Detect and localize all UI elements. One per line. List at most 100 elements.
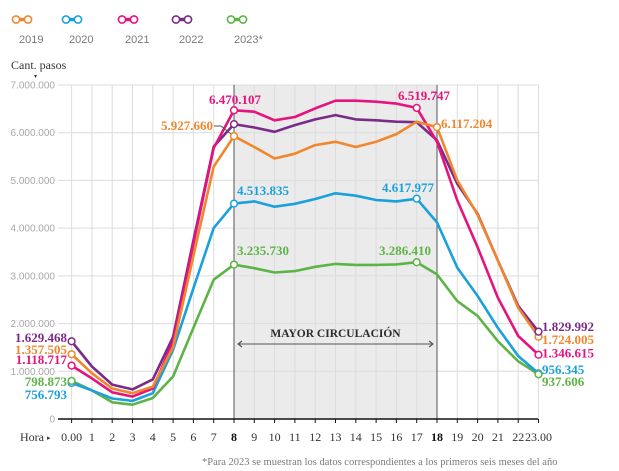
legend-item-2020: 2020: [61, 15, 93, 46]
x-tick-label: 18: [431, 430, 443, 444]
legend: 2019 2020 2021 2022 2023*: [11, 15, 263, 46]
legend-item-2019: 2019: [11, 15, 43, 46]
series-line-2023: [70, 260, 540, 407]
x-tick-label: 17: [411, 430, 423, 444]
data-label-2019-h23: 1.724.005: [542, 332, 595, 347]
point-marker-2021-h23: [534, 350, 543, 359]
x-tick-label: 5: [170, 430, 176, 444]
point-marker-2021-h8: [229, 106, 239, 115]
point-marker-2020-h8: [229, 199, 239, 208]
data-label-2022-h23: 1.829.992: [542, 319, 594, 334]
y-tick-label: 7.000.000: [11, 81, 56, 92]
x-tick-label: 8: [231, 430, 237, 444]
data-label-2019-h0: 1.357.505: [15, 342, 68, 357]
x-tick-label: 11: [289, 430, 301, 444]
y-tick-label: 5.000.000: [11, 176, 56, 187]
data-label-2023-h23: 937.606: [542, 374, 585, 389]
y-tick-label: 4.000.000: [11, 224, 56, 235]
x-tick-label: 13: [330, 430, 342, 444]
legend-circle-right: [183, 15, 193, 24]
data-label-2020-h23: 956.345: [542, 362, 585, 377]
x-tick-label: 19: [451, 430, 463, 444]
point-marker-2019-h0: [67, 350, 76, 359]
x-axis-title: Hora: [20, 430, 45, 444]
data-label-2021-h23: 1.346.615: [542, 346, 595, 361]
y-tick-label: 3.000.000: [11, 271, 56, 282]
point-marker-2023-h23: [534, 370, 543, 379]
data-label-2023-h17: 3.286.410: [379, 243, 431, 258]
data-label-2019-h8: 5.927.660: [161, 118, 213, 133]
series-line-2019: [70, 120, 540, 395]
data-label-2021-h17: 6.519.747: [398, 88, 451, 103]
point-marker-2019-h18: [432, 122, 442, 132]
point-marker-2021-h17: [412, 103, 421, 113]
legend-label: 2020: [69, 34, 93, 46]
point-marker-2022-h23: [534, 327, 543, 336]
x-tick-label: 23.00: [525, 430, 552, 444]
x-tick-label: 21: [492, 430, 504, 444]
legend-circle-left: [226, 15, 236, 24]
legend-circle-right: [23, 15, 33, 24]
legend-circle-left: [61, 15, 71, 24]
legend-line-marker-icon: [11, 15, 33, 24]
y-tick-label: 1.000.000: [11, 367, 56, 378]
point-marker-2019-h8: [229, 132, 239, 141]
double-arrow-icon: [237, 340, 434, 348]
x-tick-label: 3: [130, 430, 136, 444]
series-line-2020: [70, 192, 540, 403]
annotation-leader-line: [214, 125, 232, 135]
point-marker-2021-h0: [67, 361, 76, 370]
series-line-2021: [70, 99, 540, 398]
highlight-label: MAYOR CIRCULACIÓN: [270, 326, 401, 340]
legend-label: 2023*: [234, 34, 263, 46]
legend-circle-left: [117, 15, 127, 24]
point-marker-2023-h17: [412, 258, 421, 267]
legend-line-marker-icon: [171, 15, 193, 24]
data-label-2021-h8: 6.470.107: [209, 92, 262, 107]
plot-area: MAYOR CIRCULACIÓN 0 1.000.000 2.000.000 3.00…: [11, 81, 595, 445]
x-tick-label: 12: [309, 430, 321, 444]
x-tick-label: 22: [512, 430, 524, 444]
x-tick-label: 4: [150, 430, 156, 444]
x-tick-label: 2: [109, 430, 115, 444]
legend-item-2022: 2022: [171, 15, 203, 46]
legend-line-marker-icon: [61, 15, 83, 24]
x-tick-label: 15: [370, 430, 382, 444]
data-label-2020-h17: 4.617.977: [382, 180, 435, 195]
legend-circle-left: [171, 15, 181, 24]
legend-circle-right: [238, 15, 248, 24]
x-tick-label: 20: [472, 430, 484, 444]
data-label-2020-h8: 4.513.835: [237, 183, 290, 198]
y-axis-pointer-icon: ▾: [34, 74, 37, 80]
series-line-2022: [70, 113, 540, 391]
point-marker-2022-h8: [229, 119, 239, 129]
x-tick-label: 1: [89, 430, 95, 444]
legend-circle-left: [11, 15, 21, 24]
x-tick-label: 14: [350, 430, 362, 444]
x-tick-label: 6: [190, 430, 196, 444]
legend-label: 2019: [19, 34, 43, 46]
point-marker-2023-h0: [67, 376, 76, 386]
data-label-2023-h8: 3.235.730: [237, 243, 289, 258]
legend-line-marker-icon: [226, 15, 248, 24]
point-marker-2023-h8: [229, 260, 239, 269]
point-marker-2022-h0: [67, 337, 76, 346]
x-tick-label: 0.00: [61, 430, 82, 444]
point-marker-2020-h17: [412, 194, 421, 203]
data-label-2019-h18: 6.117.204: [441, 116, 493, 131]
legend-line-marker-icon: [117, 15, 139, 24]
footnote: *Para 2023 se muestran los datos corresp…: [202, 457, 557, 468]
data-label-2022-h0: 1.629.468: [15, 330, 68, 345]
data-label-2023-h0: 798.873: [25, 374, 68, 389]
x-axis-pointer-icon: ▸: [47, 434, 51, 442]
y-tick-label: 0: [49, 415, 55, 426]
legend-circle-right: [129, 15, 139, 24]
legend-label: 2022: [179, 34, 203, 46]
legend-item-2023: 2023*: [226, 15, 263, 46]
gridlines: [58, 84, 539, 419]
data-label-2020-h0: 756.793: [25, 387, 68, 402]
y-tick-label: 2.000.000: [11, 319, 56, 330]
y-axis-title: Cant. pasos: [11, 58, 67, 72]
x-tick-label: 10: [269, 430, 281, 444]
